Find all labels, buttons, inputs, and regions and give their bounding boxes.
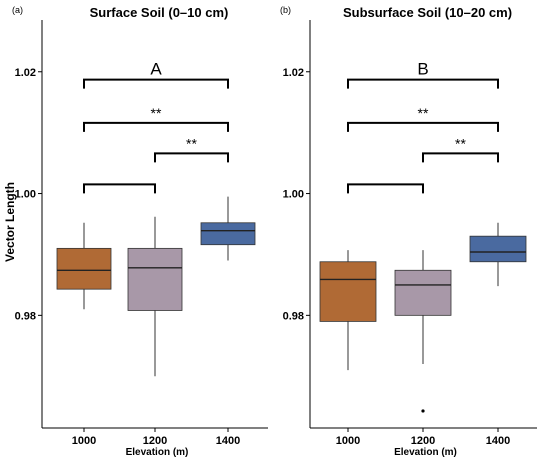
box-body xyxy=(394,269,452,316)
x-axis-title: Elevation (m) xyxy=(126,447,189,458)
group-letter: B xyxy=(417,60,428,79)
significance-bracket xyxy=(83,183,156,194)
x-tick-label: 1400 xyxy=(486,435,510,447)
y-axis-title: Vector Length xyxy=(3,182,17,262)
panel-tag: (a) xyxy=(12,5,23,15)
box-1200 xyxy=(127,216,183,377)
y-tick-label: 1.02 xyxy=(15,67,36,79)
significance-label: ** xyxy=(186,135,197,151)
box-body xyxy=(469,235,527,263)
panel-tag: (b) xyxy=(280,5,291,15)
y-tick-label: 1.00 xyxy=(15,189,36,201)
box-1000 xyxy=(319,250,377,371)
box-body xyxy=(56,247,112,290)
y-tick-label: 0.98 xyxy=(283,310,304,322)
x-tick-label: 1000 xyxy=(72,435,96,447)
group-letter: A xyxy=(150,60,162,79)
y-tick-label: 0.98 xyxy=(15,310,36,322)
box-1400 xyxy=(200,196,256,261)
panel-b: (b) Subsurface Soil (10–20 cm) 0.98 1.00 1.0… xyxy=(280,5,537,458)
x-tick-label: 1200 xyxy=(143,435,167,447)
significance-bracket xyxy=(83,121,229,132)
x-tick-label: 1200 xyxy=(411,435,435,447)
x-tick-label: 1000 xyxy=(336,435,360,447)
box-1200 xyxy=(394,250,452,413)
box-body xyxy=(200,222,256,246)
panel-title: Subsurface Soil (10–20 cm) xyxy=(343,5,512,20)
significance-bracket xyxy=(422,152,499,163)
y-tick-label: 1.02 xyxy=(283,67,304,79)
significance-label: ** xyxy=(418,105,429,121)
x-axis-title: Elevation (m) xyxy=(394,447,457,458)
y-tick-label: 1.00 xyxy=(283,189,304,201)
significance-bracket xyxy=(347,78,499,89)
panel-title: Surface Soil (0–10 cm) xyxy=(90,5,229,20)
x-tick-label: 1400 xyxy=(216,435,240,447)
box-body xyxy=(127,247,183,311)
box-body xyxy=(319,261,377,322)
panel-a: (a) Surface Soil (0–10 cm) 0.98 1.00 1.02 100… xyxy=(12,5,268,458)
significance-bracket xyxy=(83,78,229,89)
significance-label: ** xyxy=(151,105,162,121)
box-1400 xyxy=(469,222,527,287)
significance-bracket xyxy=(154,152,229,163)
significance-bracket xyxy=(347,183,424,194)
significance-label: ** xyxy=(455,135,466,151)
outlier-point xyxy=(421,409,425,413)
significance-bracket xyxy=(347,121,499,132)
box-1000 xyxy=(56,222,112,310)
